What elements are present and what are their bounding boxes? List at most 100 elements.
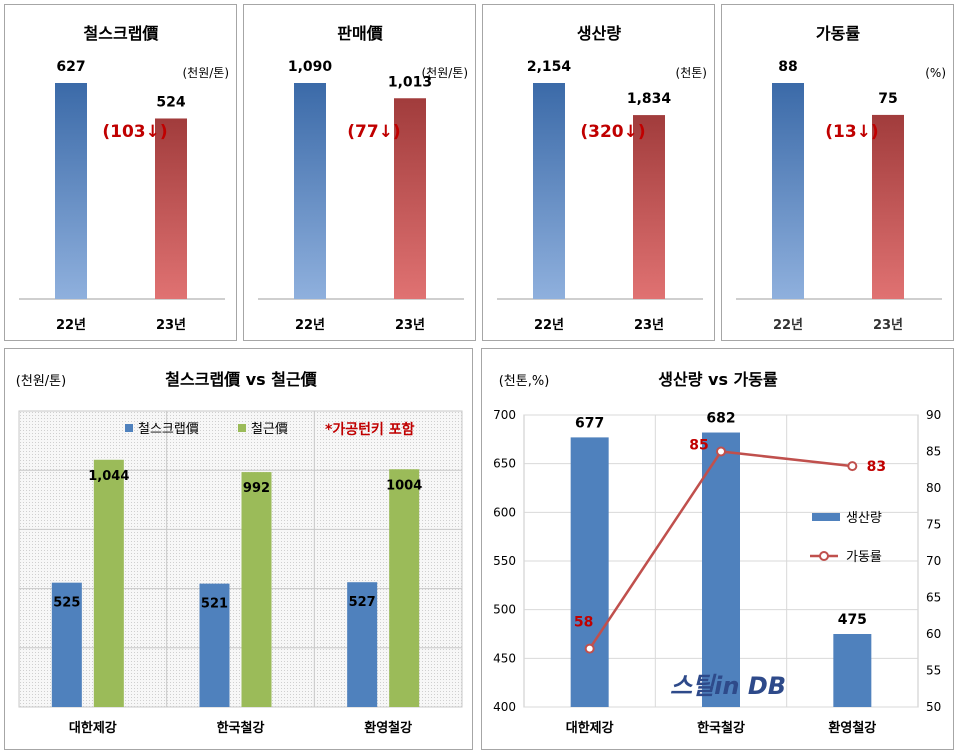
y-left-tick-label: 500: [493, 603, 516, 617]
value-label: 992: [243, 481, 270, 496]
chart-title: 생산량 vs 가동률: [658, 370, 778, 389]
change-label: (13↓): [825, 122, 878, 142]
value-label: 1,090: [288, 59, 333, 75]
y-right-tick-label: 80: [926, 481, 941, 495]
bar-production: [570, 437, 609, 707]
plot-area: [18, 410, 463, 708]
bar-scrap: [51, 582, 82, 707]
legend-label-scrap: 철스크랩價: [138, 422, 199, 437]
y-left-tick-label: 450: [493, 651, 516, 665]
bar-rebar: [389, 469, 420, 707]
bar-scrap: [347, 582, 378, 707]
y-right-tick-label: 50: [926, 700, 941, 714]
y-left-tick-label: 650: [493, 457, 516, 471]
x-tick-label: 한국철강: [697, 720, 745, 736]
value-label: 475: [838, 612, 867, 628]
unit-label: (천원/톤): [16, 374, 66, 389]
panel-utilization: 가동률 (%) 88 22년 75 23년 (13↓): [721, 4, 954, 341]
bar-23: [155, 118, 187, 300]
chart-scrap-price: 철스크랩價 (천원/톤) 627 22년 524 23년 (103↓): [19, 24, 229, 333]
x-tick-label: 23년: [873, 318, 903, 333]
legend-label-rebar: 철근價: [251, 422, 288, 437]
change-label: (103↓): [102, 122, 167, 142]
value-label: 525: [53, 596, 80, 611]
bar-22: [55, 83, 87, 299]
x-tick-label: 23년: [156, 318, 186, 333]
chart-sales-price: 판매價 (천원/톤) 1,090 22년 1,013 23년 (77↓): [258, 24, 468, 333]
change-label: (77↓): [347, 122, 400, 142]
x-tick-label: 한국철강: [217, 720, 265, 736]
x-tick-label: 23년: [634, 318, 664, 333]
bar-22: [533, 83, 565, 299]
x-tick-label: 대한제강: [566, 720, 614, 736]
panel-scrap-vs-rebar: (천원/톤) 철스크랩價 vs 철근價 525 1,044 대한제강 521 992 한국철강…: [4, 348, 473, 750]
bar-production: [702, 432, 740, 707]
legend-swatch-scrap: [125, 424, 133, 432]
value-label: 1,044: [88, 469, 129, 484]
value-label: 627: [56, 59, 85, 75]
unit-label: (천톤,%): [499, 374, 550, 389]
y-right-tick-label: 60: [926, 627, 941, 641]
legend-label-utilization: 가동률: [846, 550, 882, 565]
y-left-tick-label: 600: [493, 505, 516, 519]
y-right-tick-label: 85: [926, 445, 941, 459]
value-label: 2,154: [527, 59, 572, 75]
x-tick-label: 22년: [773, 318, 803, 333]
change-label: (320↓): [580, 122, 645, 142]
y-right-tick-label: 75: [926, 518, 941, 532]
marker-utilization: [847, 461, 858, 472]
value-label: 88: [778, 59, 797, 75]
panel-production-vs-utilization: (천톤,%) 생산량 vs 가동률 400 450 500 550 600 650 700 50 5…: [481, 348, 954, 750]
x-tick-label: 23년: [395, 318, 425, 333]
value-label-utilization: 58: [574, 615, 593, 631]
value-label: 527: [349, 595, 376, 610]
unit-label: (천톤): [676, 65, 707, 80]
chart-title: 철스크랩價: [84, 24, 160, 43]
legend-swatch-rebar: [238, 424, 246, 432]
chart-utilization: 가동률 (%) 88 22년 75 23년 (13↓): [736, 24, 946, 333]
value-label: 1,834: [627, 91, 672, 107]
unit-label: (천원/톤): [421, 65, 468, 80]
chart-production: 생산량 (천톤) 2,154 22년 1,834 23년 (320↓): [497, 24, 707, 333]
marker-utilization: [716, 446, 726, 457]
y-left-tick-label: 400: [493, 700, 516, 714]
x-tick-label: 22년: [295, 318, 325, 333]
bar-22: [294, 83, 326, 299]
bar-production: [833, 634, 872, 707]
bar-22: [772, 83, 804, 299]
x-tick-label: 환영철강: [364, 720, 412, 736]
panel-production: 생산량 (천톤) 2,154 22년 1,834 23년 (320↓): [482, 4, 715, 341]
bar-scrap: [199, 583, 230, 707]
value-label: 682: [706, 411, 735, 427]
legend-marker-utilization: [819, 551, 829, 561]
bar-23: [394, 98, 426, 299]
y-left-tick-label: 700: [493, 408, 516, 422]
bar-rebar: [93, 459, 124, 707]
bar-rebar: [241, 472, 272, 707]
unit-label: (천원/톤): [182, 65, 229, 80]
watermark-logo: 스틸in DB: [670, 672, 786, 700]
value-label: 677: [575, 415, 604, 431]
value-label: 1,013: [388, 74, 432, 90]
bar-23: [633, 115, 665, 299]
panel-sales-price: 판매價 (천원/톤) 1,090 22년 1,013 23년 (77↓): [243, 4, 476, 341]
value-label: 521: [201, 597, 228, 612]
value-label-utilization: 85: [689, 438, 708, 454]
x-tick-label: 22년: [534, 318, 564, 333]
value-label: 1004: [386, 478, 422, 493]
panel-scrap-price: 철스크랩價 (천원/톤) 627 22년 524 23년 (103↓): [4, 4, 237, 341]
unit-label: (%): [925, 66, 946, 80]
chart-title: 판매價: [337, 24, 383, 43]
x-tick-label: 대한제강: [69, 720, 117, 736]
x-tick-label: 22년: [56, 318, 86, 333]
legend-swatch-production: [812, 513, 840, 521]
chart-title: 생산량: [577, 24, 621, 43]
value-label-utilization: 83: [867, 459, 886, 475]
y-right-tick-label: 55: [926, 664, 941, 678]
note-label: *가공턴키 포함: [325, 421, 415, 438]
bar-23: [872, 114, 904, 299]
chart-scrap-vs-rebar: (천원/톤) 철스크랩價 vs 철근價 525 1,044 대한제강 521 992 한국철강…: [16, 370, 463, 736]
y-right-tick-label: 70: [926, 554, 941, 568]
value-label: 75: [878, 91, 897, 107]
x-tick-label: 환영철강: [828, 720, 876, 736]
